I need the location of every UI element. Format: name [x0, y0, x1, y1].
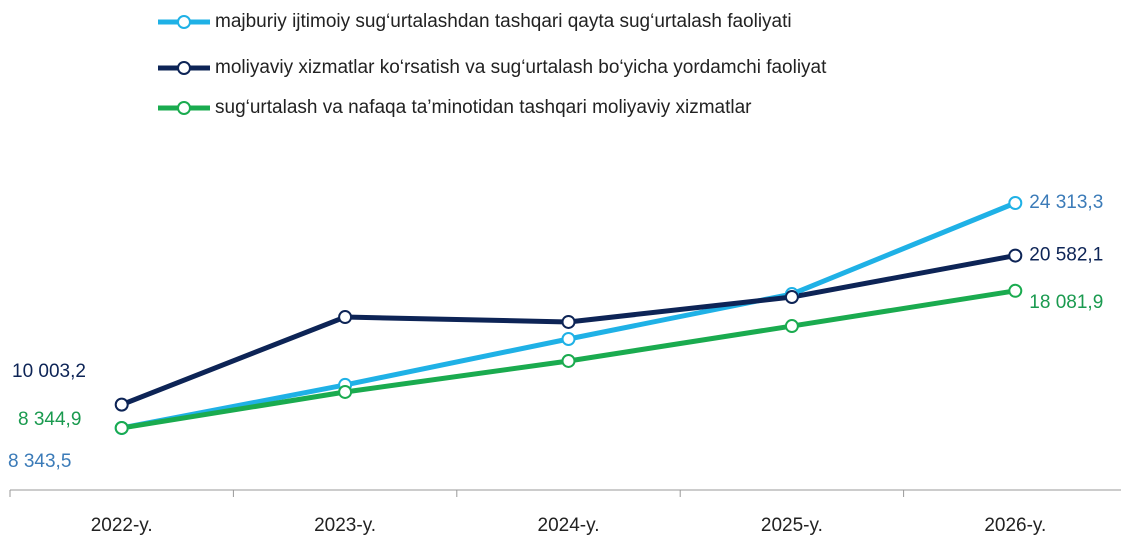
- value-label: 20 582,1: [1029, 245, 1103, 266]
- data-point: [114, 420, 129, 435]
- value-label: 8 344,9: [18, 409, 81, 430]
- legend-marker: [177, 15, 191, 29]
- x-tick-label: 2024-y.: [538, 515, 600, 536]
- value-label: 10 003,2: [12, 361, 86, 382]
- value-label: 24 313,3: [1029, 192, 1103, 213]
- data-point: [338, 310, 353, 325]
- data-point: [1008, 248, 1023, 263]
- legend-label: majburiy ijtimoiy sug‘urtalashdan tashqa…: [215, 11, 792, 32]
- data-point: [114, 397, 129, 412]
- legend-marker: [177, 101, 191, 115]
- data-point: [784, 290, 799, 305]
- data-point: [784, 319, 799, 334]
- legend-label: moliyaviy xizmatlar ko‘rsatish va sug‘ur…: [215, 57, 827, 78]
- data-point: [561, 353, 576, 368]
- value-label: 8 343,5: [8, 451, 71, 472]
- data-point: [1008, 283, 1023, 298]
- data-point: [338, 384, 353, 399]
- legend-marker: [177, 61, 191, 75]
- x-tick-label: 2023-y.: [314, 515, 376, 536]
- legend-label: sug‘urtalash va nafaqa ta’minotidan tash…: [215, 97, 752, 118]
- series-line: [120, 253, 1016, 407]
- data-point: [561, 332, 576, 347]
- x-tick-label: 2026-y.: [984, 515, 1046, 536]
- data-point: [1008, 196, 1023, 210]
- x-tick-label: 2025-y.: [761, 515, 823, 536]
- value-label: 18 081,9: [1029, 292, 1103, 313]
- x-tick-label: 2022-y.: [91, 515, 153, 536]
- data-point: [561, 314, 576, 329]
